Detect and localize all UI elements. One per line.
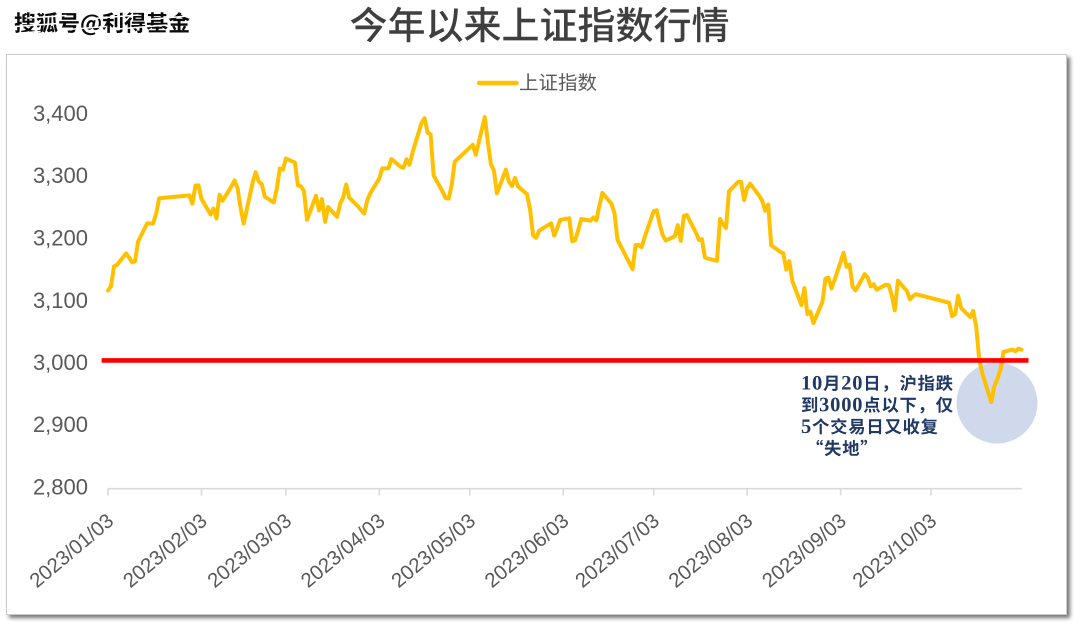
svg-text:3,400: 3,400 — [33, 101, 88, 126]
svg-text:2023/03/03: 2023/03/03 — [204, 510, 296, 592]
svg-text:3,100: 3,100 — [33, 288, 88, 313]
svg-text:2023/10/03: 2023/10/03 — [849, 510, 941, 592]
svg-text:2023/08/03: 2023/08/03 — [665, 510, 757, 592]
svg-text:2,900: 2,900 — [33, 412, 88, 437]
svg-text:3,000: 3,000 — [33, 350, 88, 375]
svg-text:2023/07/03: 2023/07/03 — [572, 510, 664, 592]
svg-text:2023/09/03: 2023/09/03 — [758, 510, 850, 592]
svg-text:2023/05/03: 2023/05/03 — [388, 510, 480, 592]
svg-text:2023/02/03: 2023/02/03 — [119, 510, 211, 592]
svg-text:2023/04/03: 2023/04/03 — [297, 510, 389, 592]
svg-text:2023/01/03: 2023/01/03 — [26, 510, 118, 592]
svg-text:3,200: 3,200 — [33, 226, 88, 251]
svg-text:3,300: 3,300 — [33, 163, 88, 188]
svg-text:2,800: 2,800 — [33, 475, 88, 500]
svg-text:2023/06/03: 2023/06/03 — [481, 510, 573, 592]
